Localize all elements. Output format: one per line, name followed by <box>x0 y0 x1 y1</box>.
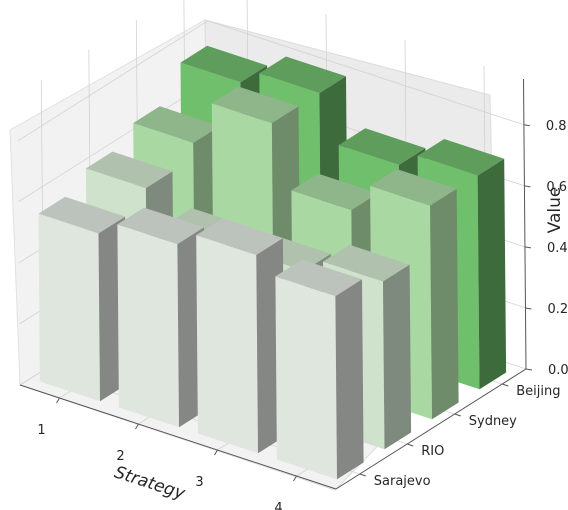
bar-top-face <box>211 86 299 124</box>
bars <box>38 45 507 480</box>
z-tick <box>524 185 531 188</box>
z-tick <box>523 124 530 127</box>
bar-top-face <box>370 169 457 206</box>
z-tick-label: 0.6 <box>546 180 567 195</box>
y-tick <box>454 413 461 417</box>
z-axis-title: Value <box>545 187 565 234</box>
z-gridline <box>17 20 525 142</box>
bar-side-face <box>430 188 459 420</box>
bar-top-face <box>275 259 362 297</box>
y-tick <box>407 443 414 447</box>
bar-top-face <box>338 128 426 165</box>
x-tick <box>293 475 297 482</box>
z-tick <box>524 246 532 249</box>
y-tick-label: Sarajevo <box>374 474 431 489</box>
x-tick-label: 1 <box>37 423 45 438</box>
z-tick-label: 0.4 <box>547 241 568 256</box>
bar-top-face <box>117 207 204 245</box>
x-tick <box>135 423 139 430</box>
bar-top-face <box>85 151 173 189</box>
y-axis-line <box>335 368 527 490</box>
x-axis-title: Strategy <box>112 462 188 504</box>
axes: 1 2 3 4 Sarajevo RIO Sydney Beijing 0.0 0.2 0.4 0.6… <box>19 78 568 510</box>
bar-top-face <box>38 196 126 234</box>
bar <box>196 218 285 454</box>
bar-side-face <box>335 279 364 480</box>
x-tick <box>56 397 60 404</box>
bar-front-face <box>117 224 179 428</box>
z-tick <box>525 368 533 371</box>
bar-front-face <box>275 276 337 480</box>
bar <box>38 196 127 402</box>
bar-top-face <box>323 244 410 282</box>
x-tick-label: 2 <box>116 449 124 464</box>
y-tick-label: Beijing <box>516 384 560 399</box>
z-tick-label: 0.2 <box>547 302 568 317</box>
y-tick <box>359 473 366 477</box>
z-tick <box>525 307 532 310</box>
y-tick-label: RIO <box>421 444 444 459</box>
bar-top-face <box>417 139 505 176</box>
x-tick-label: 4 <box>274 501 282 510</box>
bar-side-face <box>477 158 507 390</box>
y-tick <box>502 383 509 387</box>
bar-front-face <box>196 235 258 454</box>
bar <box>117 207 206 428</box>
bar-top-face <box>291 173 378 211</box>
z-tick-label: 0.0 <box>548 363 568 378</box>
bar-top-face <box>133 106 220 143</box>
bar-front-face <box>38 213 100 402</box>
y-tick-label: Sydney <box>469 414 517 429</box>
x-tick-label: 3 <box>195 475 203 490</box>
bar <box>275 259 364 480</box>
bar-top-face <box>259 56 346 94</box>
x-axis-line <box>19 384 337 490</box>
bar-top-face <box>180 45 268 83</box>
z-tick-label: 0.8 <box>546 119 567 134</box>
bar-side-face <box>383 264 412 450</box>
z-axis-line <box>523 78 527 370</box>
x-tick <box>214 449 218 456</box>
bar-top-face <box>196 218 283 255</box>
